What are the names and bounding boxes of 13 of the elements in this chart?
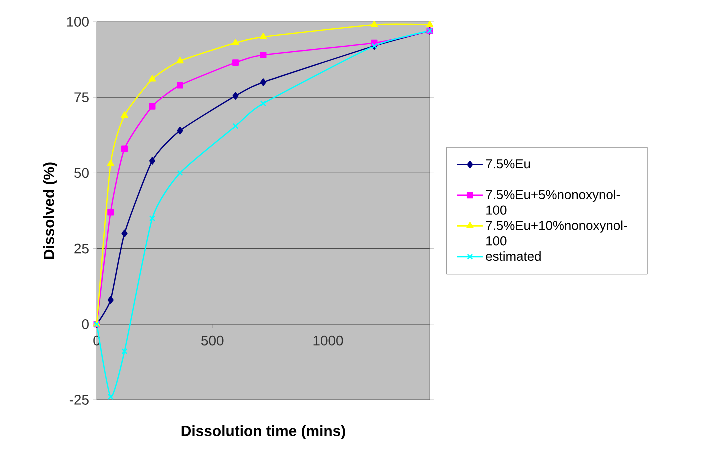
y-tick-label: 25 [74, 244, 89, 254]
y-tick-label: 75 [74, 92, 89, 102]
y-tick-label: -25 [70, 395, 89, 405]
y-tick-label: 50 [74, 168, 89, 178]
y-tick-label: 0 [82, 319, 89, 330]
x-tick-label: 1000 [314, 336, 344, 346]
x-axis-title: Dissolution time (mins) [182, 425, 346, 440]
legend-label: estimated [486, 252, 541, 262]
y-tick-label: 100 [67, 17, 89, 27]
legend-label: 7.5%Eu [486, 160, 530, 169]
legend-label: 7.5%Eu+5%nonoxynol-100 [486, 190, 620, 215]
x-tick-label: 500 [202, 336, 224, 346]
y-axis-title: Dissolved (%) [43, 162, 58, 259]
